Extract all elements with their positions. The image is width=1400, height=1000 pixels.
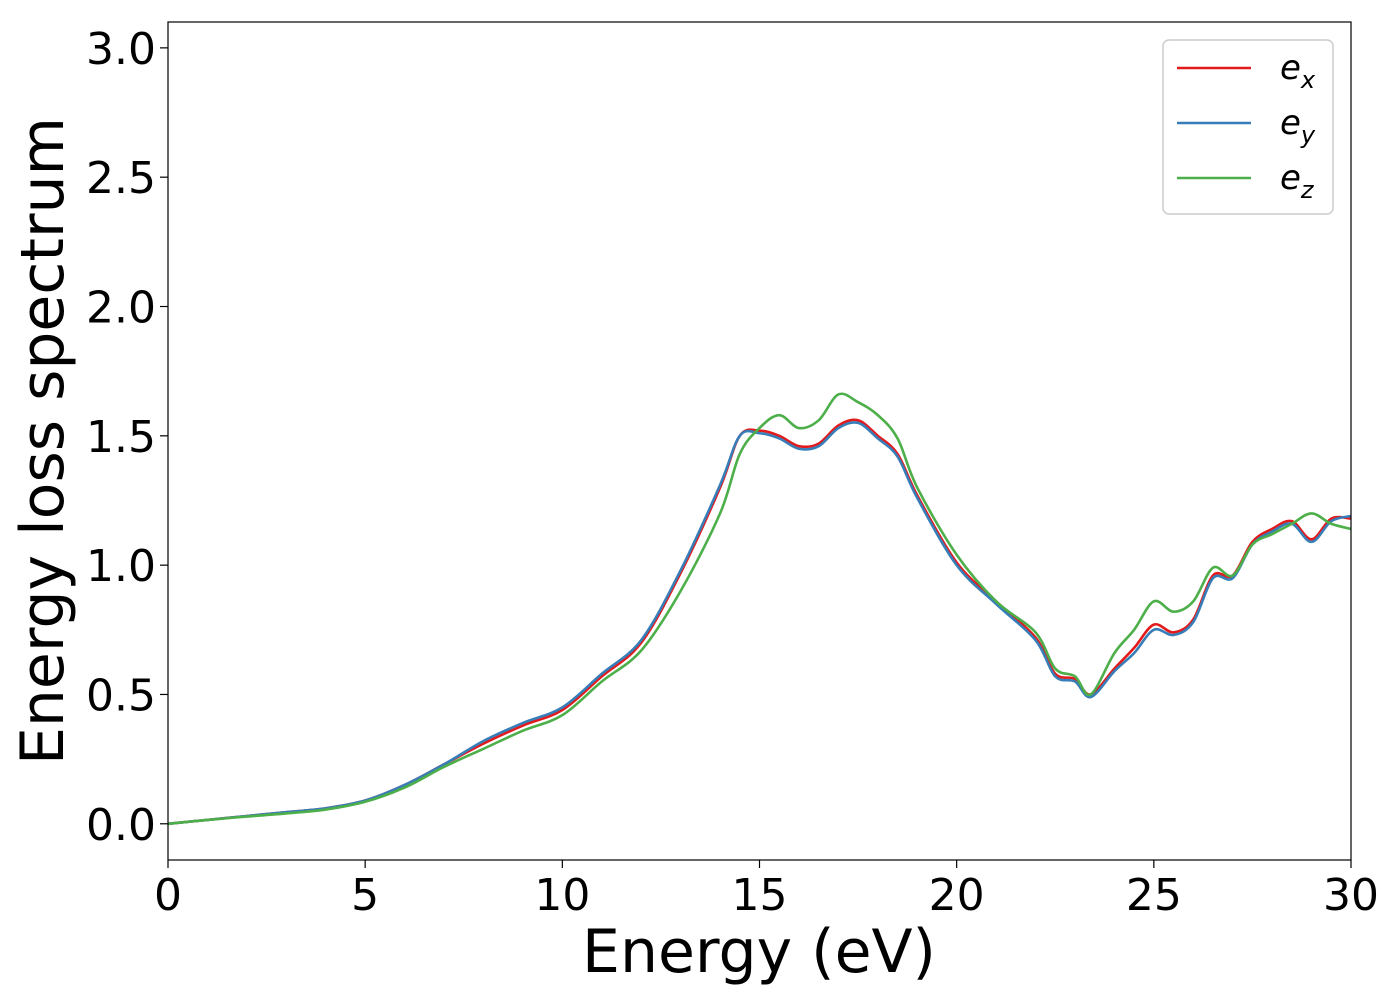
legend-label-base: e [1280, 48, 1301, 88]
legend-label-z: ez [1280, 158, 1315, 204]
y-tick-label: 3.0 [86, 24, 156, 75]
x-axis-title: Energy (eV) [582, 917, 936, 987]
legend-label-x: ex [1280, 48, 1316, 94]
series-line-y [167, 421, 1352, 826]
y-tick-label: 0.5 [86, 670, 156, 721]
x-tick-label: 20 [929, 870, 985, 921]
x-tick-label: 5 [351, 870, 379, 921]
x-tick-label: 15 [732, 870, 788, 921]
series-line-z [167, 392, 1352, 826]
x-tick-label: 0 [154, 870, 182, 921]
plot-area [168, 22, 1351, 860]
y-tick-label: 2.0 [86, 283, 156, 334]
legend-label-base: e [1280, 158, 1301, 198]
legend-box [1162, 39, 1334, 215]
y-tick-label: 1.5 [86, 412, 156, 463]
legend-label-base: e [1280, 103, 1301, 143]
y-tick-label: 2.5 [86, 153, 156, 204]
y-axis: 0.0 0.5 1.0 1.5 2.0 2.5 3.0 [86, 24, 168, 851]
legend-label-subscript: x [1300, 66, 1316, 94]
x-axis: 0 5 10 15 20 25 30 [154, 860, 1379, 921]
series-layer [167, 392, 1352, 826]
legend-label-y: ey [1280, 103, 1316, 149]
x-tick-label: 30 [1323, 870, 1379, 921]
y-tick-label: 1.0 [86, 541, 156, 592]
x-tick-label: 25 [1126, 870, 1182, 921]
x-tick-label: 10 [534, 870, 590, 921]
legend-label-subscript: z [1300, 176, 1315, 204]
y-tick-label: 0.0 [86, 800, 156, 851]
y-axis-title: Energy loss spectrum [8, 117, 78, 765]
legend-label-subscript: y [1300, 121, 1316, 149]
